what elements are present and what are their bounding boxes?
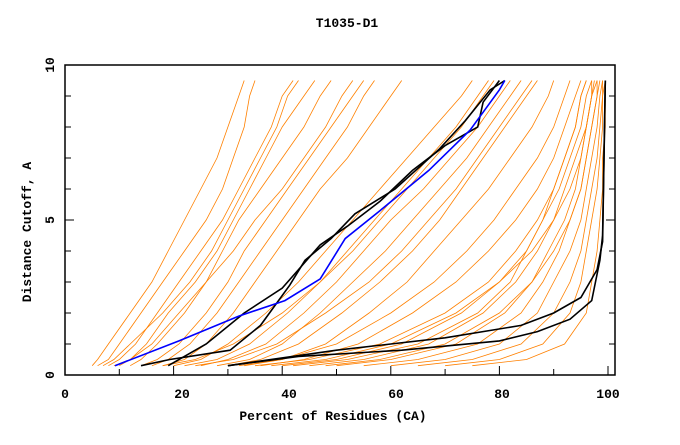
model-curve — [91, 80, 245, 366]
model-curve — [227, 80, 538, 367]
y-tick-label: 5 — [43, 216, 58, 224]
model-curve — [293, 80, 587, 367]
model-curve — [417, 80, 603, 367]
model-curve — [140, 80, 365, 367]
highlight-curve — [167, 80, 501, 367]
model-curve — [97, 80, 256, 367]
x-tick-label: 20 — [174, 387, 190, 402]
model-curve — [173, 80, 473, 367]
model-curve — [244, 80, 555, 367]
model-curve — [390, 80, 603, 367]
y-tick-label: 0 — [43, 371, 58, 379]
model-curve — [184, 80, 489, 367]
plot-frame — [64, 64, 616, 376]
model-curve — [130, 80, 332, 367]
model-curve — [238, 80, 571, 367]
model-curve — [102, 80, 299, 367]
chart-title: T1035-D1 — [316, 16, 379, 31]
ticks-layer — [65, 64, 615, 375]
model-curve — [151, 80, 375, 367]
model-curve — [162, 80, 403, 367]
model-curve — [195, 80, 533, 367]
model-curve — [254, 80, 587, 367]
x-tick-label: 100 — [596, 387, 620, 402]
model-curve — [472, 80, 606, 367]
model-curve — [445, 80, 606, 367]
series-layer — [91, 79, 607, 367]
highlight-curve — [227, 80, 607, 367]
y-axis-label: Distance Cutoff, A — [20, 162, 35, 303]
y-tick-label: 10 — [43, 57, 58, 73]
highlight-curve — [140, 79, 506, 367]
model-curve — [216, 80, 522, 367]
model-curve — [260, 80, 582, 367]
model-curve — [119, 80, 316, 367]
model-curve — [113, 80, 354, 367]
x-tick-label: 0 — [61, 387, 69, 402]
model-curve — [271, 80, 593, 367]
model-curve — [200, 80, 511, 367]
x-tick-labels: 0 20 40 60 80 100 — [61, 387, 620, 402]
x-tick-label: 40 — [281, 387, 297, 402]
x-tick-label: 60 — [388, 387, 404, 402]
best-curve — [114, 80, 506, 367]
model-curve — [325, 80, 598, 367]
x-axis-label: Percent of Residues (CA) — [239, 409, 426, 424]
model-curve — [108, 80, 294, 367]
x-tick-label: 80 — [494, 387, 510, 402]
y-tick-labels: 0 5 10 — [43, 57, 58, 379]
